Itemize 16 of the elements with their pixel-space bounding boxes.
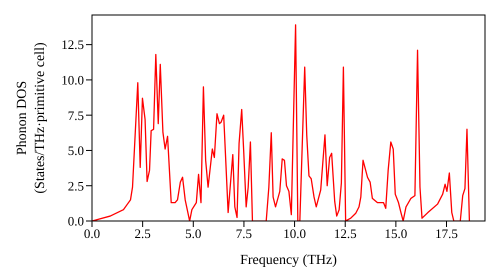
x-tick-label: 2.5 xyxy=(134,226,151,242)
y-axis-title: Phonon DOS (States/THz·primitive cell) xyxy=(15,42,48,194)
y-tick-label: 0.0 xyxy=(68,214,84,229)
x-tick-label: 10.0 xyxy=(283,226,306,242)
y-tick-label: 5.0 xyxy=(68,143,84,158)
x-tick-label: 5.0 xyxy=(185,226,202,242)
x-tick-label: 12.5 xyxy=(334,226,357,242)
y-tick-label: 10.0 xyxy=(61,72,84,88)
x-tick-label: 0.0 xyxy=(84,226,100,242)
y-tick-label: 12.5 xyxy=(61,37,84,52)
x-tick-label: 17.5 xyxy=(435,226,458,242)
y-tick-label: 7.5 xyxy=(68,108,84,123)
x-tick-label: 7.5 xyxy=(236,226,252,242)
x-tick-label: 15.0 xyxy=(384,226,408,242)
y-tick-label: 2.5 xyxy=(68,178,84,194)
x-axis-title: Frequency (THz) xyxy=(240,253,338,268)
